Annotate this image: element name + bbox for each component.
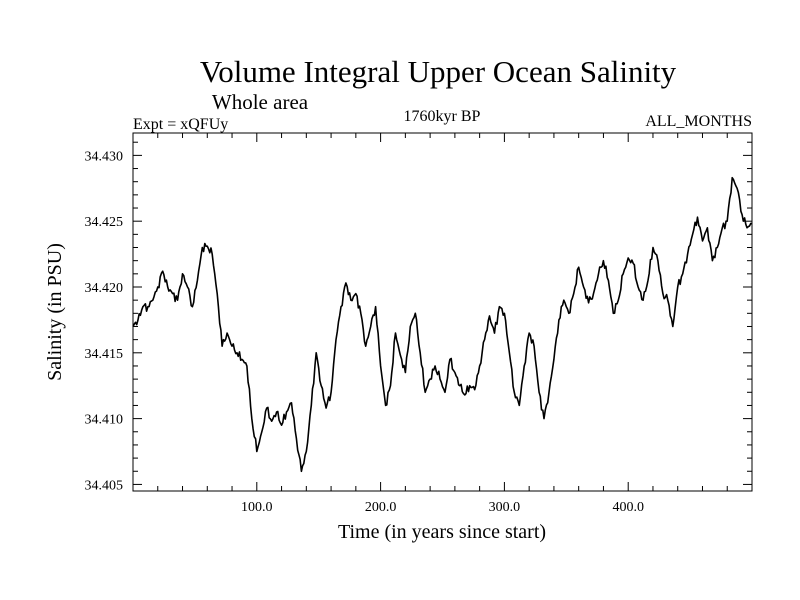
- months-label: ALL_MONTHS: [645, 113, 752, 130]
- x-tick-label: 300.0: [489, 500, 521, 515]
- y-tick-label: 34.430: [85, 149, 124, 164]
- salinity-series-line: [132, 176, 753, 473]
- x-axis-label: Time (in years since start): [338, 521, 546, 543]
- experiment-label: Expt = xQFUy: [133, 116, 228, 133]
- period-label: 1760kyr BP: [404, 108, 481, 125]
- y-tick-label: 34.425: [85, 215, 124, 230]
- x-tick-label: 400.0: [612, 500, 644, 515]
- y-tick-label: 34.415: [85, 347, 124, 362]
- x-tick-label: 200.0: [365, 500, 397, 515]
- y-axis-label: Salinity (in PSU): [44, 243, 66, 381]
- chart-title: Volume Integral Upper Ocean Salinity: [200, 54, 677, 89]
- axis-tick-labels: 100.0 200.0 300.0 400.0 34.405 34.410 34.415 34…: [85, 149, 644, 515]
- chart-subtitle: Whole area: [212, 90, 309, 114]
- plot-frame: [132, 132, 753, 492]
- y-tick-label: 34.405: [85, 478, 124, 493]
- x-tick-label: 100.0: [241, 500, 273, 515]
- axis-ticks: [133, 133, 752, 491]
- y-tick-label: 34.410: [85, 413, 124, 428]
- y-tick-label: 34.420: [85, 281, 124, 296]
